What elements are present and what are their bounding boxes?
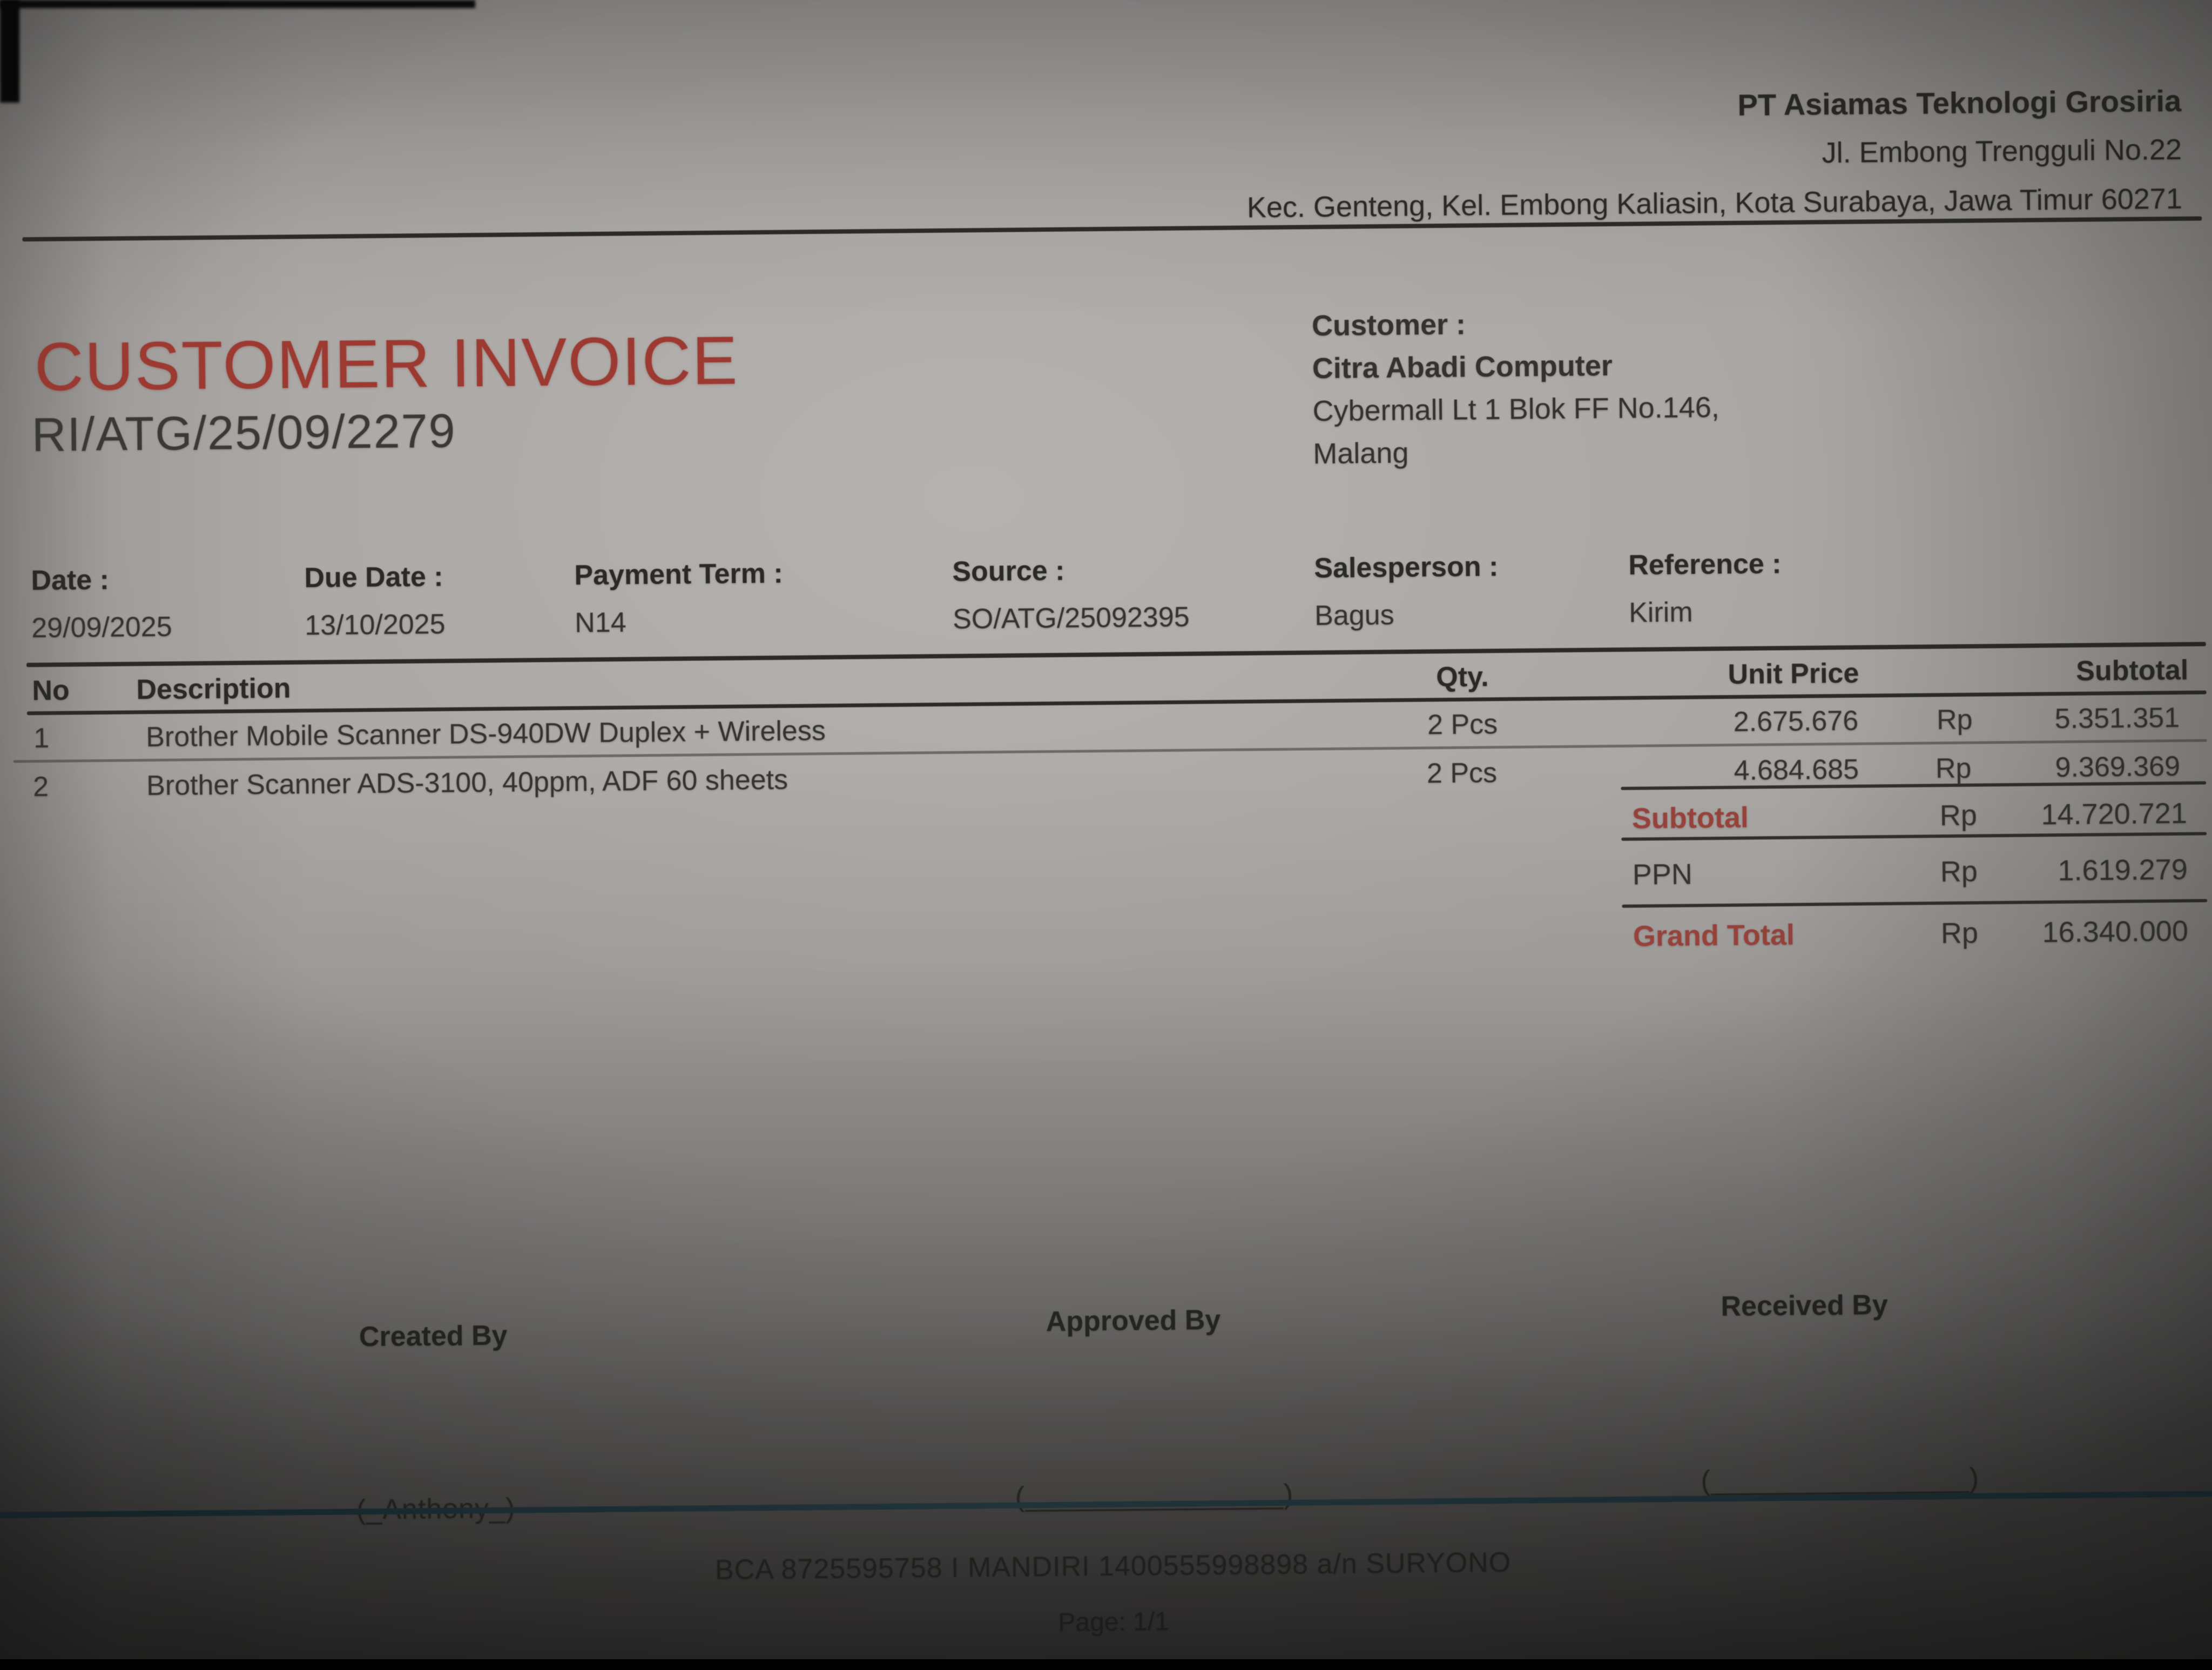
meta-salesperson: Salesperson : Bagus xyxy=(1314,543,1499,639)
row1-unit-price: 2.675.676 xyxy=(1670,705,1859,739)
page-indicator: Page: 1/1 xyxy=(8,1597,2212,1647)
meta-payment-term: Payment Term : N14 xyxy=(574,550,784,647)
table-header-divider xyxy=(27,690,2207,715)
customer-address-line1: Cybermall Lt 1 Blok FF No.146, xyxy=(1312,386,1719,433)
row2-description: Brother Scanner ADS-3100, 40ppm, ADF 60 … xyxy=(146,764,788,802)
signature-received-by-line: (________________) xyxy=(1701,1462,1979,1497)
row2-qty: 2 Pcs xyxy=(1427,757,1498,790)
totals-grand-total-label: Grand Total xyxy=(1633,918,1795,953)
customer-name: Citra Abadi Computer xyxy=(1312,344,1719,390)
meta-reference: Reference : Kirim xyxy=(1628,540,1782,637)
col-header-qty: Qty. xyxy=(1436,661,1489,693)
row1-currency: Rp xyxy=(1937,704,1973,737)
invoice-number: RI/ATG/25/09/2279 xyxy=(31,403,456,463)
photo-edge-top xyxy=(0,0,475,8)
totals-divider-3 xyxy=(1622,899,2207,907)
col-header-subtotal: Subtotal xyxy=(2045,654,2189,688)
meta-due-date: Due Date : 13/10/2025 xyxy=(304,553,446,649)
col-header-unit-price: Unit Price xyxy=(1690,657,1859,691)
totals-subtotal-value: 14.720.721 xyxy=(1998,797,2188,832)
company-address-line1: Jl. Embong Trengguli No.22 xyxy=(1246,125,2182,184)
totals-ppn-label: PPN xyxy=(1633,858,1693,892)
row2-unit-price: 4.684.685 xyxy=(1671,753,1859,787)
totals-subtotal-label: Subtotal xyxy=(1632,801,1749,836)
company-header: PT Asiamas Teknologi Grosiria Jl. Embong… xyxy=(1246,76,2183,233)
meta-source-value: SO/ATG/25092395 xyxy=(953,593,1190,643)
customer-label: Customer : xyxy=(1312,301,1719,347)
customer-address-line2: Malang xyxy=(1313,429,1720,475)
signature-created-by-label: Created By xyxy=(359,1319,508,1353)
col-header-description: Description xyxy=(136,672,291,706)
meta-source: Source : SO/ATG/25092395 xyxy=(952,546,1190,643)
row2-subtotal: 9.369.369 xyxy=(1992,750,2181,784)
meta-reference-label: Reference : xyxy=(1628,540,1782,589)
totals-subtotal-currency: Rp xyxy=(1940,799,1978,833)
totals-grand-total-currency: Rp xyxy=(1941,917,1979,951)
company-name: PT Asiamas Teknologi Grosiria xyxy=(1246,76,2182,134)
totals-grand-total-value: 16.340.000 xyxy=(1999,914,2189,950)
row1-subtotal: 5.351.351 xyxy=(1992,702,2180,736)
row1-description: Brother Mobile Scanner DS-940DW Duplex +… xyxy=(146,715,826,753)
row2-no: 2 xyxy=(33,771,49,803)
photo-edge-left xyxy=(0,0,19,103)
row2-currency: Rp xyxy=(1936,752,1972,785)
meta-payment-term-value: N14 xyxy=(575,597,784,647)
meta-date-label: Date : xyxy=(31,556,172,604)
customer-block: Customer : Citra Abadi Computer Cybermal… xyxy=(1312,301,1720,475)
col-header-no: No xyxy=(32,674,70,707)
invoice-title: CUSTOMER INVOICE xyxy=(34,321,739,406)
totals-ppn-value: 1.619.279 xyxy=(1999,853,2188,888)
meta-date-value: 29/09/2025 xyxy=(31,603,172,652)
meta-due-date-value: 13/10/2025 xyxy=(305,601,446,649)
header-divider xyxy=(22,216,2202,241)
signature-approved-by-label: Approved By xyxy=(1046,1304,1220,1338)
meta-source-label: Source : xyxy=(952,546,1189,596)
meta-due-date-label: Due Date : xyxy=(304,553,445,602)
row1-qty: 2 Pcs xyxy=(1427,708,1498,741)
totals-ppn-currency: Rp xyxy=(1940,855,1978,889)
meta-reference-value: Kirim xyxy=(1629,588,1782,637)
signature-received-by-label: Received By xyxy=(1721,1289,1888,1323)
meta-salesperson-label: Salesperson : xyxy=(1314,543,1499,592)
meta-date: Date : 29/09/2025 xyxy=(31,556,172,652)
meta-salesperson-value: Bagus xyxy=(1314,590,1499,639)
meta-payment-term-label: Payment Term : xyxy=(574,550,783,600)
row1-no: 1 xyxy=(33,722,49,755)
bank-account-info: BCA 8725595758 I MANDIRI 1400555998898 a… xyxy=(7,1539,2212,1593)
